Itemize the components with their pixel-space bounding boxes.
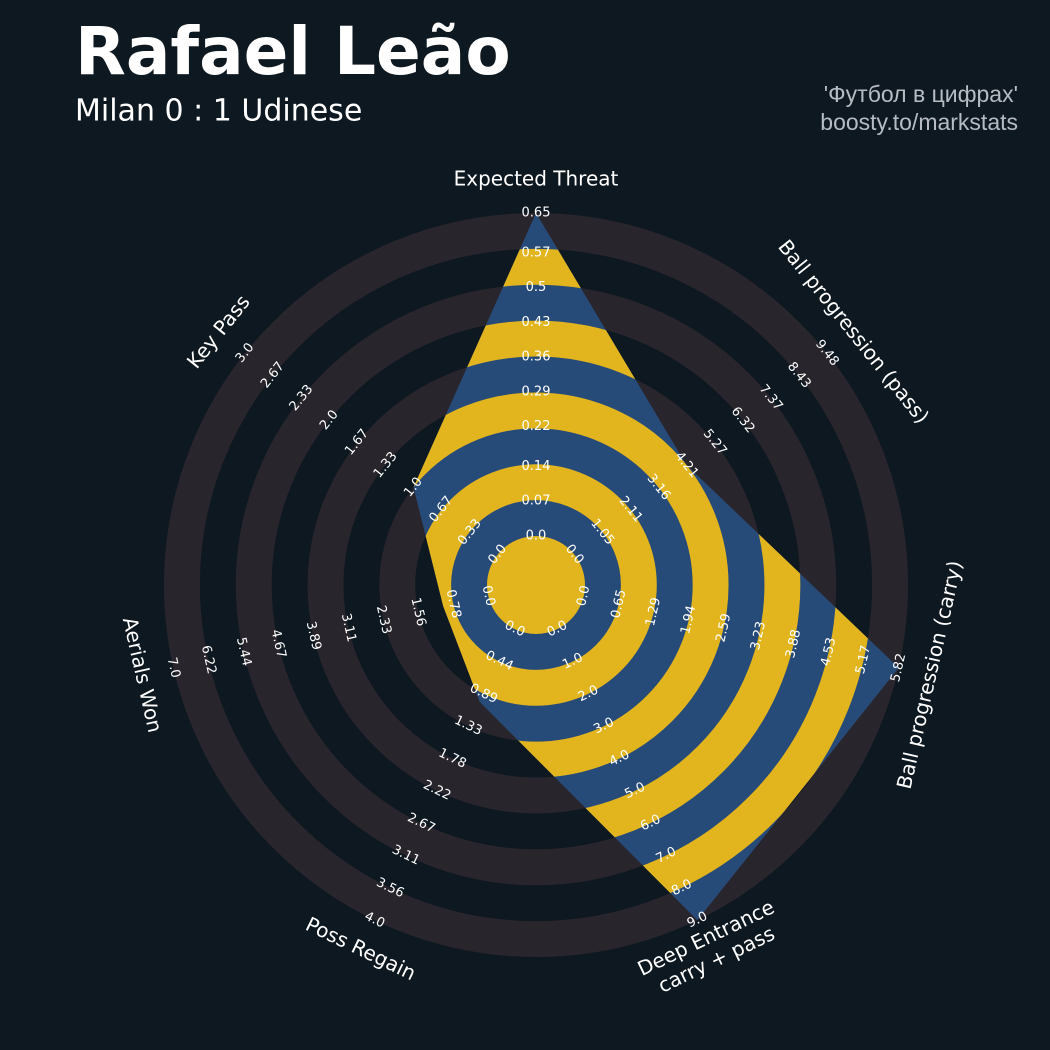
tick-label: 5.17 — [853, 644, 874, 676]
tick-label: 1.94 — [678, 604, 699, 636]
tick-label: 3.89 — [303, 620, 324, 652]
param-label: Expected Threat — [454, 167, 619, 191]
tick-label: 3.88 — [783, 628, 804, 660]
tick-label: 0.78 — [443, 588, 464, 620]
chart-title: Rafael Leão — [75, 13, 511, 90]
chart-subtitle: Milan 0 : 1 Udinese — [75, 94, 362, 129]
tick-label: 3.11 — [338, 612, 359, 644]
tick-label: 2.33 — [373, 604, 394, 636]
tick-label: 4.53 — [818, 636, 839, 668]
tick-label: 0.65 — [522, 206, 551, 221]
tick-label: 0.5 — [526, 280, 547, 295]
tick-label: 0.22 — [522, 419, 551, 434]
tick-label: 5.44 — [233, 636, 254, 668]
credit: boosty.to/markstats — [820, 109, 1018, 135]
tick-label: 7.0 — [164, 656, 183, 680]
tick-label: 5.82 — [888, 652, 909, 684]
tick-label: 0.65 — [608, 588, 629, 620]
tick-label: 0.0 — [479, 584, 498, 608]
tick-label: 2.59 — [713, 612, 734, 644]
credit: 'Футбол в цифрах' — [824, 81, 1018, 107]
tick-label: 0.07 — [522, 494, 551, 509]
tick-label: 0.0 — [574, 584, 593, 608]
tick-label: 0.14 — [522, 459, 551, 474]
tick-label: 0.36 — [522, 350, 551, 365]
tick-label: 1.56 — [408, 596, 429, 628]
tick-label: 0.29 — [522, 384, 551, 399]
band — [487, 536, 585, 634]
tick-label: 3.23 — [748, 620, 769, 652]
tick-label: 0.43 — [522, 315, 551, 330]
tick-label: 6.22 — [198, 644, 219, 676]
tick-label: 4.67 — [268, 628, 289, 660]
tick-label: 0.57 — [522, 245, 551, 260]
tick-label: 1.29 — [643, 596, 664, 628]
tick-label: 0.0 — [526, 529, 547, 544]
